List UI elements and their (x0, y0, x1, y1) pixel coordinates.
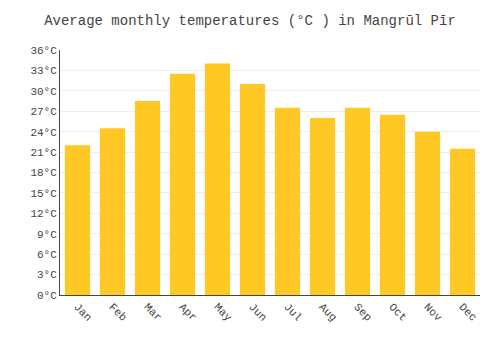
svg-text:Mar: Mar (141, 301, 163, 323)
svg-text:Average monthly temperatures (: Average monthly temperatures (°C ) in Ma… (44, 13, 456, 29)
svg-text:Jan: Jan (71, 301, 93, 323)
svg-text:30°C: 30°C (30, 86, 57, 98)
svg-text:Oct: Oct (386, 301, 408, 323)
svg-text:12°C: 12°C (30, 208, 57, 220)
svg-text:0°C: 0°C (37, 290, 57, 302)
svg-text:Dec: Dec (456, 301, 478, 323)
svg-text:Aug: Aug (316, 301, 338, 323)
svg-text:Nov: Nov (421, 301, 444, 324)
svg-text:9°C: 9°C (37, 229, 57, 241)
svg-text:33°C: 33°C (30, 65, 57, 77)
svg-text:24°C: 24°C (30, 127, 57, 139)
svg-text:21°C: 21°C (30, 147, 57, 159)
svg-text:Sep: Sep (351, 301, 373, 323)
svg-text:Jul: Jul (281, 301, 303, 323)
svg-text:27°C: 27°C (30, 106, 57, 118)
svg-text:Jun: Jun (246, 301, 268, 323)
svg-text:18°C: 18°C (30, 167, 57, 179)
svg-text:Apr: Apr (176, 301, 198, 323)
svg-text:6°C: 6°C (37, 249, 57, 261)
svg-text:May: May (211, 301, 234, 324)
svg-text:3°C: 3°C (37, 269, 57, 281)
svg-text:15°C: 15°C (30, 188, 57, 200)
svg-text:Feb: Feb (106, 301, 128, 323)
svg-text:36°C: 36°C (30, 45, 57, 57)
